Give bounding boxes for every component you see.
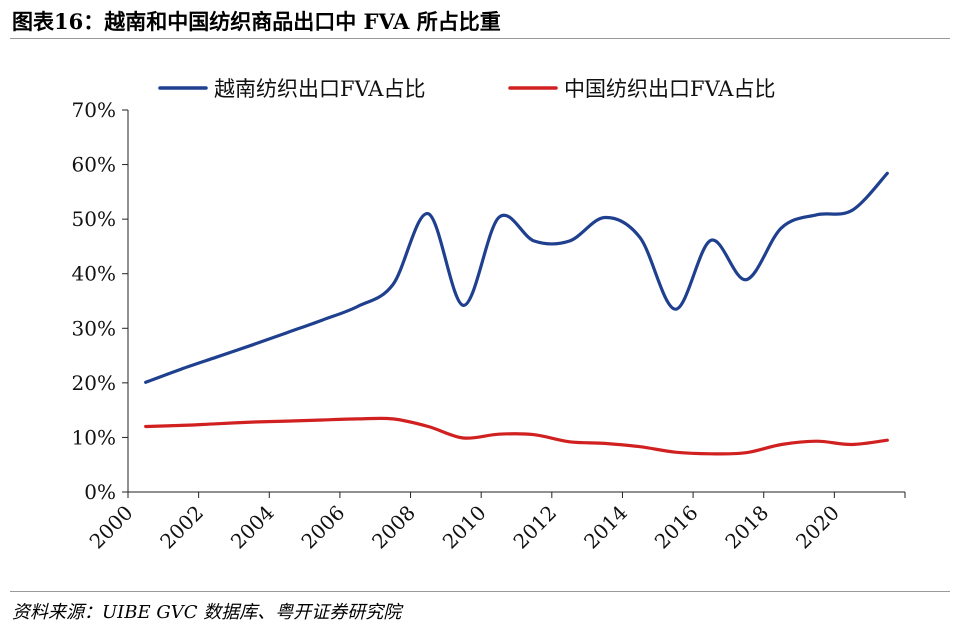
y-tick-label: 0% — [84, 480, 116, 504]
x-tick-label: 2008 — [367, 501, 420, 554]
source-note: 资料来源：UIBE GVC 数据库、粤开证券研究院 — [12, 602, 402, 623]
x-tick-label: 2012 — [508, 501, 561, 554]
x-tick-label: 2018 — [720, 501, 773, 554]
y-tick-label: 30% — [72, 316, 116, 340]
x-tick-label: 2002 — [155, 501, 208, 554]
legend-label-2: 中国纺织出口FVA占比 — [564, 77, 775, 101]
x-tick-label: 2016 — [650, 501, 703, 554]
y-tick-label: 20% — [72, 371, 116, 395]
y-tick-label: 40% — [72, 262, 116, 286]
y-tick-label: 70% — [72, 98, 116, 122]
y-tick-label: 60% — [72, 153, 116, 177]
figure-title: 图表16：越南和中国纺织商品出口中 FVA 所占比重 — [12, 9, 501, 34]
x-tick-label: 2020 — [791, 501, 844, 554]
legend-label-1: 越南纺织出口FVA占比 — [214, 77, 425, 101]
x-tick-label: 2000 — [85, 501, 138, 554]
x-tick-label: 2006 — [296, 501, 349, 554]
y-tick-label: 10% — [72, 425, 116, 449]
x-tick-label: 2004 — [226, 501, 279, 554]
x-tick-label: 2014 — [579, 501, 632, 554]
y-axis: 0% 10% 20% 30% 40% 50% 60% 70% — [72, 98, 129, 504]
y-tick-label: 50% — [72, 207, 116, 231]
series-line-1 — [144, 171, 889, 384]
chart-legend: 越南纺织出口FVA占比 中国纺织出口FVA占比 — [158, 77, 775, 101]
title-divider — [10, 38, 950, 39]
x-axis: 2000 2002 2004 2006 2008 2010 2012 2014 2016 2018… — [85, 491, 906, 554]
x-tick-label: 2010 — [438, 501, 491, 554]
source-divider — [10, 591, 950, 592]
series-layer — [144, 171, 889, 456]
series-line-2 — [144, 416, 889, 456]
